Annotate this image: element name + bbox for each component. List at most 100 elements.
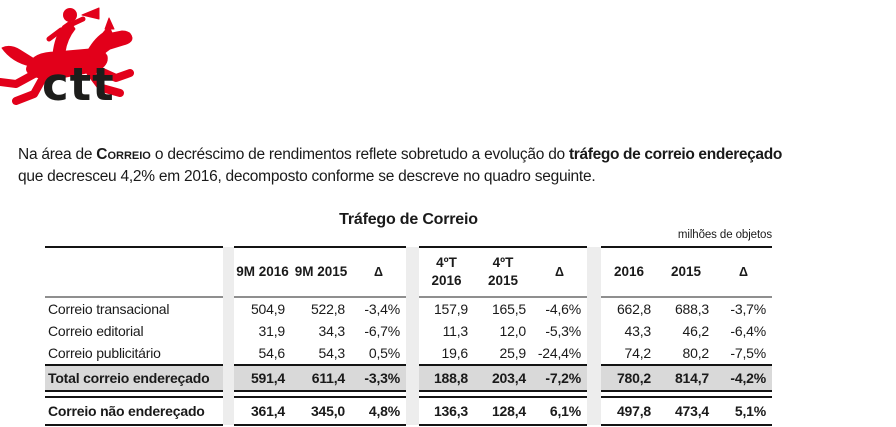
header-4t-2016: 4ºT 2016	[419, 246, 474, 298]
table-cell: 165,5	[491, 301, 526, 317]
header-row: 9M 2016 9M 2015 Δ 4ºT 2016 4ºT 2015 Δ 2016…	[45, 246, 772, 298]
table-cell: -3,3%	[351, 364, 406, 392]
column-gap	[587, 247, 601, 297]
table-cell: -6,7%	[364, 323, 400, 339]
table-cell: -7,2%	[532, 364, 587, 392]
header-delta-2: Δ	[532, 246, 587, 298]
header-blank	[45, 246, 223, 298]
column-gap	[223, 365, 234, 391]
column-gap	[587, 397, 601, 425]
table-cell: 43,3	[624, 323, 652, 339]
intro-line1-prefix: Na área de	[18, 146, 97, 163]
column-gap	[587, 391, 601, 397]
table-cell: 611,4	[291, 364, 351, 392]
column-gap	[223, 247, 234, 297]
header-9m-2016: 9M 2016	[234, 246, 291, 298]
table-cell: 128,4	[474, 396, 532, 426]
table-cell: 591,4	[234, 364, 291, 392]
table-cell: 188,8	[419, 364, 474, 392]
table-cell: 19,6	[441, 345, 469, 361]
table-cell: 497,8	[601, 396, 657, 426]
row-label: Correio editorial	[48, 323, 144, 339]
unit-note: milhões de objetos	[677, 229, 772, 241]
row-label: Total correio endereçado	[45, 364, 223, 392]
table-title: Tráfego de Correio	[339, 211, 478, 228]
table-cell: -4,2%	[715, 364, 772, 392]
column-gap	[406, 247, 419, 297]
table-cell: 4,8%	[351, 396, 406, 426]
column-gap	[406, 297, 419, 320]
row-label: Correio publicitário	[48, 345, 161, 361]
intro-line2: que decresceu 4,2% em 2016, decomposto c…	[18, 167, 596, 185]
table-row-transacional: Correio transacional 504,9 522,8 -3,4% 1…	[45, 297, 772, 320]
table-cell: -3,4%	[364, 301, 400, 317]
column-gap	[223, 320, 234, 342]
column-gap	[223, 391, 234, 397]
header-2015: 2015	[657, 246, 715, 298]
table-cell: 157,9	[433, 301, 468, 317]
header-delta-1: Δ	[351, 246, 406, 298]
table-cell: -6,4%	[730, 323, 766, 339]
table-row-total-enderecado: Total correio endereçado 591,4 611,4 -3,…	[45, 364, 772, 392]
table-cell: 780,2	[601, 364, 657, 392]
column-gap	[406, 365, 419, 391]
table-cell: -5,3%	[545, 323, 581, 339]
table-cell: 46,2	[682, 323, 710, 339]
table-row-nao-enderecado: Correio não endereçado 361,4 345,0 4,8% …	[45, 396, 772, 426]
row-spacer	[45, 391, 772, 397]
table-cell: 31,9	[258, 323, 286, 339]
table-cell: 11,3	[442, 323, 469, 339]
intro-correio-smallcaps: Correio	[96, 146, 151, 163]
table-cell: 203,4	[474, 364, 532, 392]
table-cell: 814,7	[657, 364, 715, 392]
header-4t-2015-line1: 4ºT	[492, 254, 514, 270]
horse-rider-icon	[0, 7, 134, 105]
table-cell: 80,2	[682, 345, 710, 361]
brand-wordmark: ctt	[42, 58, 115, 111]
intro-line1-middle: o decréscimo de rendimentos reflete sobr…	[150, 146, 569, 163]
intro-paragraph: Na área de Correio o decréscimo de rendi…	[18, 144, 890, 187]
column-gap	[587, 365, 601, 391]
table-cell: 473,4	[657, 396, 715, 426]
table-cell: 54,3	[318, 345, 346, 361]
table-cell: 662,8	[616, 301, 651, 317]
table-cell: -7,5%	[730, 345, 766, 361]
header-9m-2015: 9M 2015	[291, 246, 351, 298]
table-cell: 6,1%	[532, 396, 587, 426]
column-gap	[223, 342, 234, 365]
table-cell: 54,6	[258, 345, 286, 361]
table-cell: 12,0	[499, 323, 527, 339]
table-cell: 0,5%	[368, 345, 400, 361]
table-cell: 361,4	[234, 396, 291, 426]
column-gap	[406, 320, 419, 342]
column-gap	[587, 320, 601, 342]
table-cell: -3,7%	[730, 301, 766, 317]
row-label: Correio não endereçado	[45, 396, 223, 426]
column-gap	[406, 342, 419, 365]
table-cell: 74,2	[624, 345, 652, 361]
table-cell: -24,4%	[537, 345, 581, 361]
row-label: Correio transacional	[48, 301, 170, 317]
table-row-publicitario: Correio publicitário 54,6 54,3 0,5% 19,6…	[45, 342, 772, 365]
header-4t-2016-line2: 2016	[431, 273, 462, 288]
table-cell: 345,0	[291, 396, 351, 426]
table-cell: 688,3	[674, 301, 709, 317]
header-4t-2016-line1: 4ºT	[436, 254, 457, 270]
column-gap	[223, 297, 234, 320]
ctt-logo: ctt	[0, 0, 150, 130]
table-cell: 34,3	[318, 323, 346, 339]
column-gap	[587, 297, 601, 320]
table-cell: 522,8	[310, 301, 345, 317]
intro-line1-bold: tráfego de correio endereçado	[569, 146, 782, 163]
header-2016: 2016	[601, 246, 657, 298]
header-4t-2015: 4ºT 2015	[474, 246, 532, 298]
header-delta-3: Δ	[715, 246, 772, 298]
table-cell: 136,3	[419, 396, 474, 426]
column-gap	[223, 397, 234, 425]
table-cell: 25,9	[499, 345, 527, 361]
table-row-editorial: Correio editorial 31,9 34,3 -6,7% 11,3 1…	[45, 320, 772, 342]
traffic-table: 9M 2016 9M 2015 Δ 4ºT 2016 4ºT 2015 Δ 2016…	[45, 246, 772, 426]
column-gap	[587, 342, 601, 365]
header-4t-2015-line2: 2015	[487, 273, 519, 288]
table-cell: 504,9	[250, 301, 285, 317]
